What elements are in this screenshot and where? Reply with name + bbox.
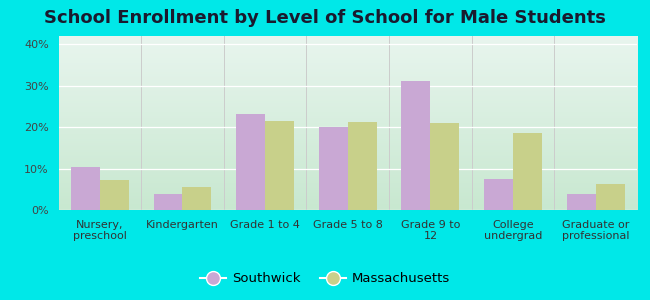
Bar (100, 180, 129, 210)
Bar (484, 179, 513, 210)
Bar (348, 122, 377, 210)
Bar (153, 194, 183, 210)
Bar (318, 127, 348, 210)
Legend: Southwick, Massachusetts: Southwick, Massachusetts (195, 267, 455, 290)
Bar (236, 114, 265, 210)
Bar (430, 123, 460, 210)
Text: School Enrollment by Level of School for Male Students: School Enrollment by Level of School for… (44, 9, 606, 27)
Bar (402, 81, 430, 210)
Bar (567, 194, 595, 210)
Bar (265, 121, 294, 210)
Bar (183, 187, 211, 210)
Bar (71, 167, 100, 210)
Bar (513, 134, 542, 210)
Bar (595, 184, 625, 210)
